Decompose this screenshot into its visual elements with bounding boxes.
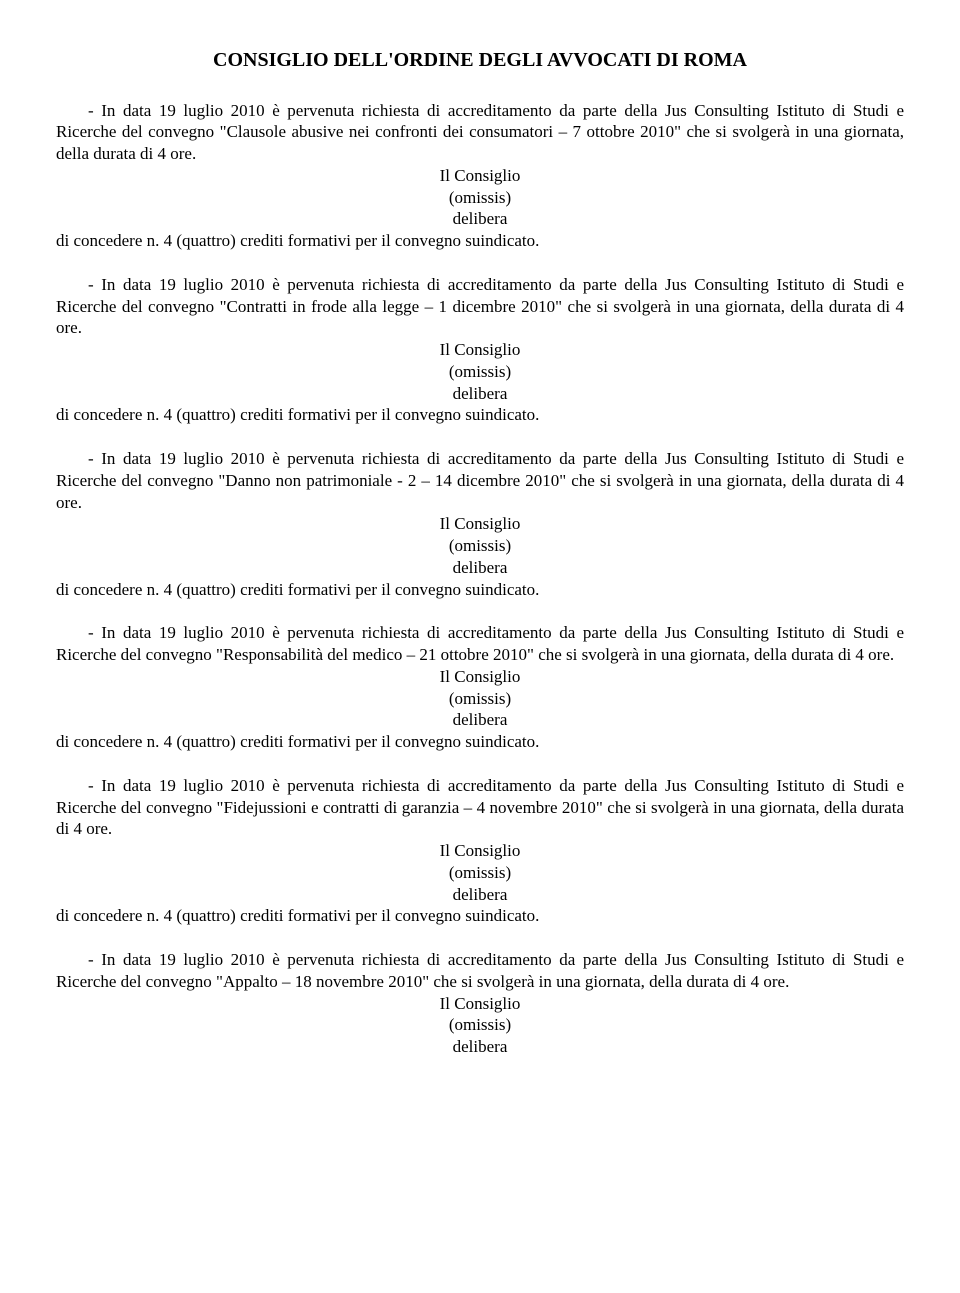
entry-block: - In data 19 luglio 2010 è pervenuta ric… xyxy=(56,274,904,426)
page-title: CONSIGLIO DELL'ORDINE DEGLI AVVOCATI DI … xyxy=(56,48,904,74)
concedere-line: di concedere n. 4 (quattro) crediti form… xyxy=(56,404,904,426)
concedere-line: di concedere n. 4 (quattro) crediti form… xyxy=(56,579,904,601)
omissis-line: (omissis) xyxy=(56,688,904,710)
il-consiglio-line: Il Consiglio xyxy=(56,339,904,361)
concedere-line: di concedere n. 4 (quattro) crediti form… xyxy=(56,905,904,927)
entry-intro: - In data 19 luglio 2010 è pervenuta ric… xyxy=(56,100,904,165)
entry-block: - In data 19 luglio 2010 è pervenuta ric… xyxy=(56,775,904,927)
entry-intro: - In data 19 luglio 2010 è pervenuta ric… xyxy=(56,775,904,840)
delibera-line: delibera xyxy=(56,383,904,405)
delibera-line: delibera xyxy=(56,208,904,230)
il-consiglio-line: Il Consiglio xyxy=(56,513,904,535)
entries-list: - In data 19 luglio 2010 è pervenuta ric… xyxy=(56,100,904,1058)
il-consiglio-line: Il Consiglio xyxy=(56,840,904,862)
omissis-line: (omissis) xyxy=(56,361,904,383)
entry-intro: - In data 19 luglio 2010 è pervenuta ric… xyxy=(56,622,904,666)
delibera-line: delibera xyxy=(56,884,904,906)
il-consiglio-line: Il Consiglio xyxy=(56,666,904,688)
omissis-line: (omissis) xyxy=(56,187,904,209)
omissis-line: (omissis) xyxy=(56,1014,904,1036)
delibera-line: delibera xyxy=(56,557,904,579)
entry-block: - In data 19 luglio 2010 è pervenuta ric… xyxy=(56,949,904,1058)
entry-intro: - In data 19 luglio 2010 è pervenuta ric… xyxy=(56,274,904,339)
il-consiglio-line: Il Consiglio xyxy=(56,165,904,187)
entry-block: - In data 19 luglio 2010 è pervenuta ric… xyxy=(56,448,904,600)
entry-block: - In data 19 luglio 2010 è pervenuta ric… xyxy=(56,622,904,753)
il-consiglio-line: Il Consiglio xyxy=(56,993,904,1015)
omissis-line: (omissis) xyxy=(56,535,904,557)
concedere-line: di concedere n. 4 (quattro) crediti form… xyxy=(56,731,904,753)
delibera-line: delibera xyxy=(56,1036,904,1058)
entry-block: - In data 19 luglio 2010 è pervenuta ric… xyxy=(56,100,904,252)
delibera-line: delibera xyxy=(56,709,904,731)
entry-intro: - In data 19 luglio 2010 è pervenuta ric… xyxy=(56,949,904,993)
concedere-line: di concedere n. 4 (quattro) crediti form… xyxy=(56,230,904,252)
omissis-line: (omissis) xyxy=(56,862,904,884)
entry-intro: - In data 19 luglio 2010 è pervenuta ric… xyxy=(56,448,904,513)
